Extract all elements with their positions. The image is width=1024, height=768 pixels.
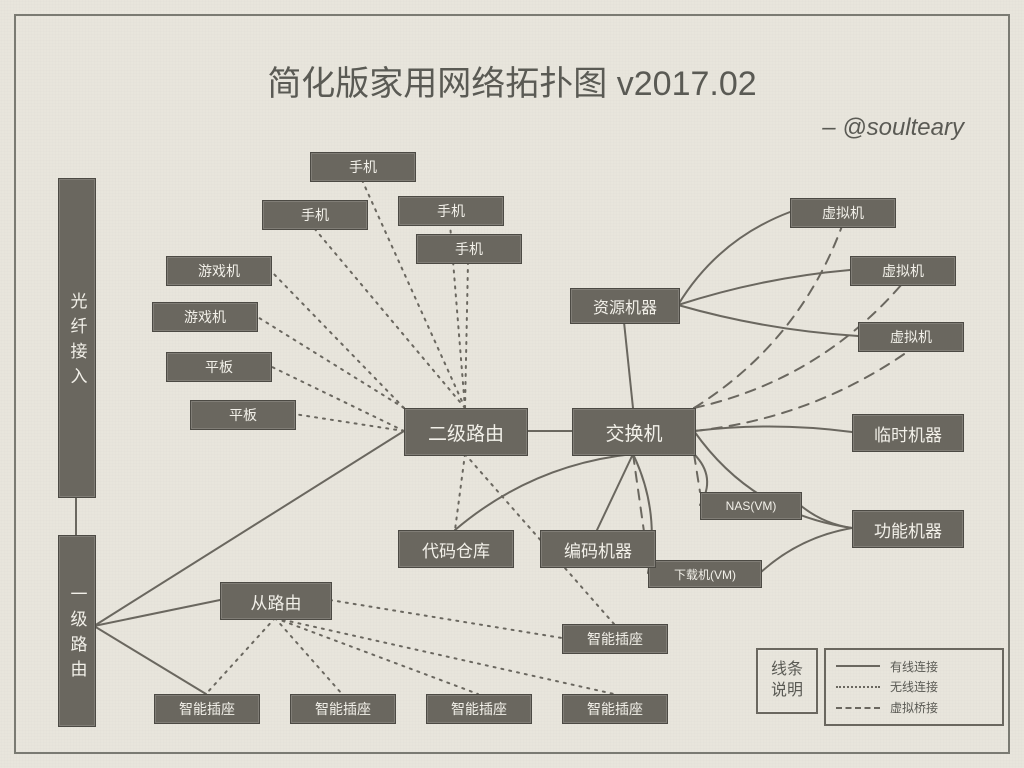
- node-pad1: 平板: [166, 352, 272, 382]
- legend-label-wireless: 无线连接: [890, 678, 938, 695]
- legend-swatch-virtual: [836, 707, 880, 709]
- node-game2: 游戏机: [152, 302, 258, 332]
- node-slave: 从路由: [220, 582, 332, 620]
- legend-title: 线条说明: [756, 648, 818, 714]
- node-temp: 临时机器: [852, 414, 964, 452]
- node-pad2: 平板: [190, 400, 296, 430]
- node-vm3: 虚拟机: [858, 322, 964, 352]
- node-sp4: 智能插座: [562, 694, 668, 724]
- node-res: 资源机器: [570, 288, 680, 324]
- diagram-title: 简化版家用网络拓扑图 v2017.02: [0, 56, 1024, 105]
- node-fiber: 光纤接入: [58, 178, 96, 498]
- node-nasvm: NAS(VM): [700, 492, 802, 520]
- legend-swatch-wired: [836, 665, 880, 667]
- node-switch: 交换机: [572, 408, 696, 456]
- legend-label-wired: 有线连接: [890, 658, 938, 675]
- legend-title-line: 说明: [771, 681, 803, 702]
- legend-row-virtual: 虚拟桥接: [836, 699, 992, 717]
- node-sp5: 智能插座: [562, 624, 668, 654]
- legend-swatch-wireless: [836, 686, 880, 688]
- node-vm2: 虚拟机: [850, 256, 956, 286]
- node-phone3: 手机: [398, 196, 504, 226]
- node-game1: 游戏机: [166, 256, 272, 286]
- node-enc: 编码机器: [540, 530, 656, 568]
- diagram-author: – @soulteary: [822, 114, 964, 142]
- legend-label-virtual: 虚拟桥接: [890, 699, 938, 716]
- node-phone2: 手机: [262, 200, 368, 230]
- node-vm1: 虚拟机: [790, 198, 896, 228]
- legend-title-line: 线条: [771, 660, 803, 681]
- legend-box: 有线连接无线连接虚拟桥接: [824, 648, 1004, 726]
- node-sp3: 智能插座: [426, 694, 532, 724]
- node-func: 功能机器: [852, 510, 964, 548]
- node-sp2: 智能插座: [290, 694, 396, 724]
- node-code: 代码仓库: [398, 530, 514, 568]
- legend-row-wireless: 无线连接: [836, 678, 992, 696]
- legend-row-wired: 有线连接: [836, 657, 992, 675]
- node-dlvm: 下载机(VM): [648, 560, 762, 588]
- node-phone4: 手机: [416, 234, 522, 264]
- node-sp1: 智能插座: [154, 694, 260, 724]
- node-phone1: 手机: [310, 152, 416, 182]
- node-r1: 一级路由: [58, 535, 96, 727]
- node-r2: 二级路由: [404, 408, 528, 456]
